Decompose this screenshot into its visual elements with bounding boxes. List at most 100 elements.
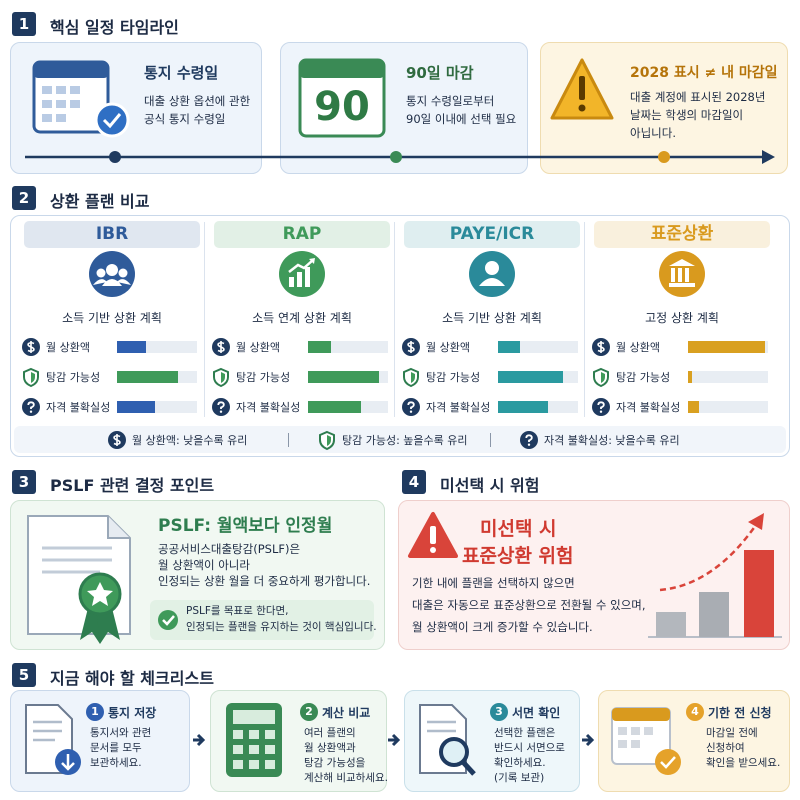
risk-text: 월 상환액이 크게 증가할 수 있습니다. [412,620,593,634]
legend-icon [520,431,538,449]
step-number: 2 [300,703,318,721]
divider [584,222,585,417]
metric-label: 자격 불확실성 [426,401,491,414]
step-title: 서면 확인 [512,706,561,720]
timeline-graphics [25,58,775,164]
card-text: 공식 통지 수령일 [144,112,226,126]
step-text: 마감일 전에 [706,727,758,739]
metric-icon [22,398,40,416]
section-title: 핵심 일정 타임라인 [50,18,179,37]
step-title: 통지 저장 [108,706,157,720]
card-title: 통지 수령일 [144,64,219,82]
card-text: 날짜는 학생의 마감일이 [630,108,744,122]
metric-label: 월 상환액 [616,341,660,354]
bar [498,401,548,413]
metric-icon [212,338,230,356]
legend-text: 자격 불확실성: 낮을수록 유리 [544,434,680,447]
bar [308,341,332,353]
bar [688,341,765,353]
plan-name: IBR [24,221,200,248]
step-text: 탕감 가능성을 [304,757,366,769]
metric-icon [592,398,610,416]
pslf-text: 월 상환액이 아니라 [158,558,250,572]
metric-icon [403,367,419,388]
bar-track [688,371,768,383]
risk-text: 대출은 자동으로 표준상환으로 전환될 수 있으며, [412,598,646,612]
metric-label: 월 상환액 [236,341,280,354]
pslf-note: 인정되는 플랜을 유지하는 것이 핵심입니다. [186,621,377,633]
bar [308,371,380,383]
metric-label: 탕감 가능성 [236,371,291,384]
bar [117,401,156,413]
section-title: 상환 플랜 비교 [50,192,150,211]
card-text: 대출 계정에 표시된 2028년 [630,90,766,104]
risk-headline: 표준상환 위험 [462,545,574,567]
metric-label: 자격 불확실성 [616,401,681,414]
risk-text: 기한 내에 플랜을 선택하지 않으면 [412,576,575,590]
step-text: 반드시 서면으로 [494,742,565,754]
bar-track [688,401,768,413]
metric-label: 탕감 가능성 [616,371,671,384]
plan-subtitle: 소득 기반 상환 계획 [62,311,162,325]
plan-name: PAYE/ICR [404,221,580,248]
plan-subtitle: 고정 상환 계획 [645,311,719,325]
section-title: 미선택 시 위험 [440,476,540,495]
step-text: 여러 플랜의 [304,727,356,739]
plan-subtitle: 소득 연계 상환 계획 [252,311,352,325]
step-number: 3 [490,703,508,721]
metric-label: 월 상환액 [46,341,90,354]
section-number: 2 [12,186,36,210]
bar [308,401,361,413]
step-text: 월 상환액과 [304,742,356,754]
plan-subtitle: 소득 기반 상환 계획 [442,311,542,325]
legend-icon [319,430,335,451]
pslf-text: 공공서비스대출탕감(PSLF)은 [158,542,301,556]
plan-name: 표준상환 [594,221,770,248]
metric-icon [593,367,609,388]
section-title: PSLF 관련 결정 포인트 [50,476,215,495]
metric-icon [402,398,420,416]
icon-label: 90 [314,84,370,130]
metric-icon [23,367,39,388]
bar [117,341,146,353]
step-text: (기록 보관) [494,772,545,784]
plan-icon [279,251,325,297]
legend-sep [288,433,289,447]
pslf-text: 인정되는 상환 월을 더 중요하게 평가합니다. [158,574,371,588]
metric-icon [22,338,40,356]
step-title: 기한 전 신청 [708,706,772,720]
card-text: 아닙니다. [630,126,676,140]
metric-icon [213,367,229,388]
card-text: 90일 이내에 선택 필요 [406,112,517,126]
plan-icon [89,251,135,297]
bar [688,371,692,383]
divider [394,222,395,417]
step-text: 보관하세요. [90,757,142,769]
plan-icon [469,251,515,297]
bar [117,371,178,383]
card-text: 통지 수령일로부터 [406,94,495,108]
card-title: 2028 표시 ≠ 내 마감일 [630,65,778,81]
step-number: 4 [686,703,704,721]
bar [688,401,700,413]
metric-icon [592,338,610,356]
step-text: 확인을 받으세요. [706,757,781,769]
bar [498,341,520,353]
plan-icon [659,251,705,297]
step-number: 1 [86,703,104,721]
metric-label: 자격 불확실성 [236,401,301,414]
risk-headline: 미선택 시 [480,518,557,540]
metric-icon [402,338,420,356]
section-title: 지금 해야 할 체크리스트 [50,669,214,688]
bar [498,371,563,383]
pslf-note: PSLF를 목표로 한다면, [186,605,289,617]
divider [204,222,205,417]
step-title: 계산 비교 [322,706,371,720]
step-text: 선택한 플랜은 [494,727,556,739]
section-number: 5 [12,663,36,687]
card-text: 대출 상환 옵션에 관한 [144,94,251,108]
legend-bar [14,426,786,453]
